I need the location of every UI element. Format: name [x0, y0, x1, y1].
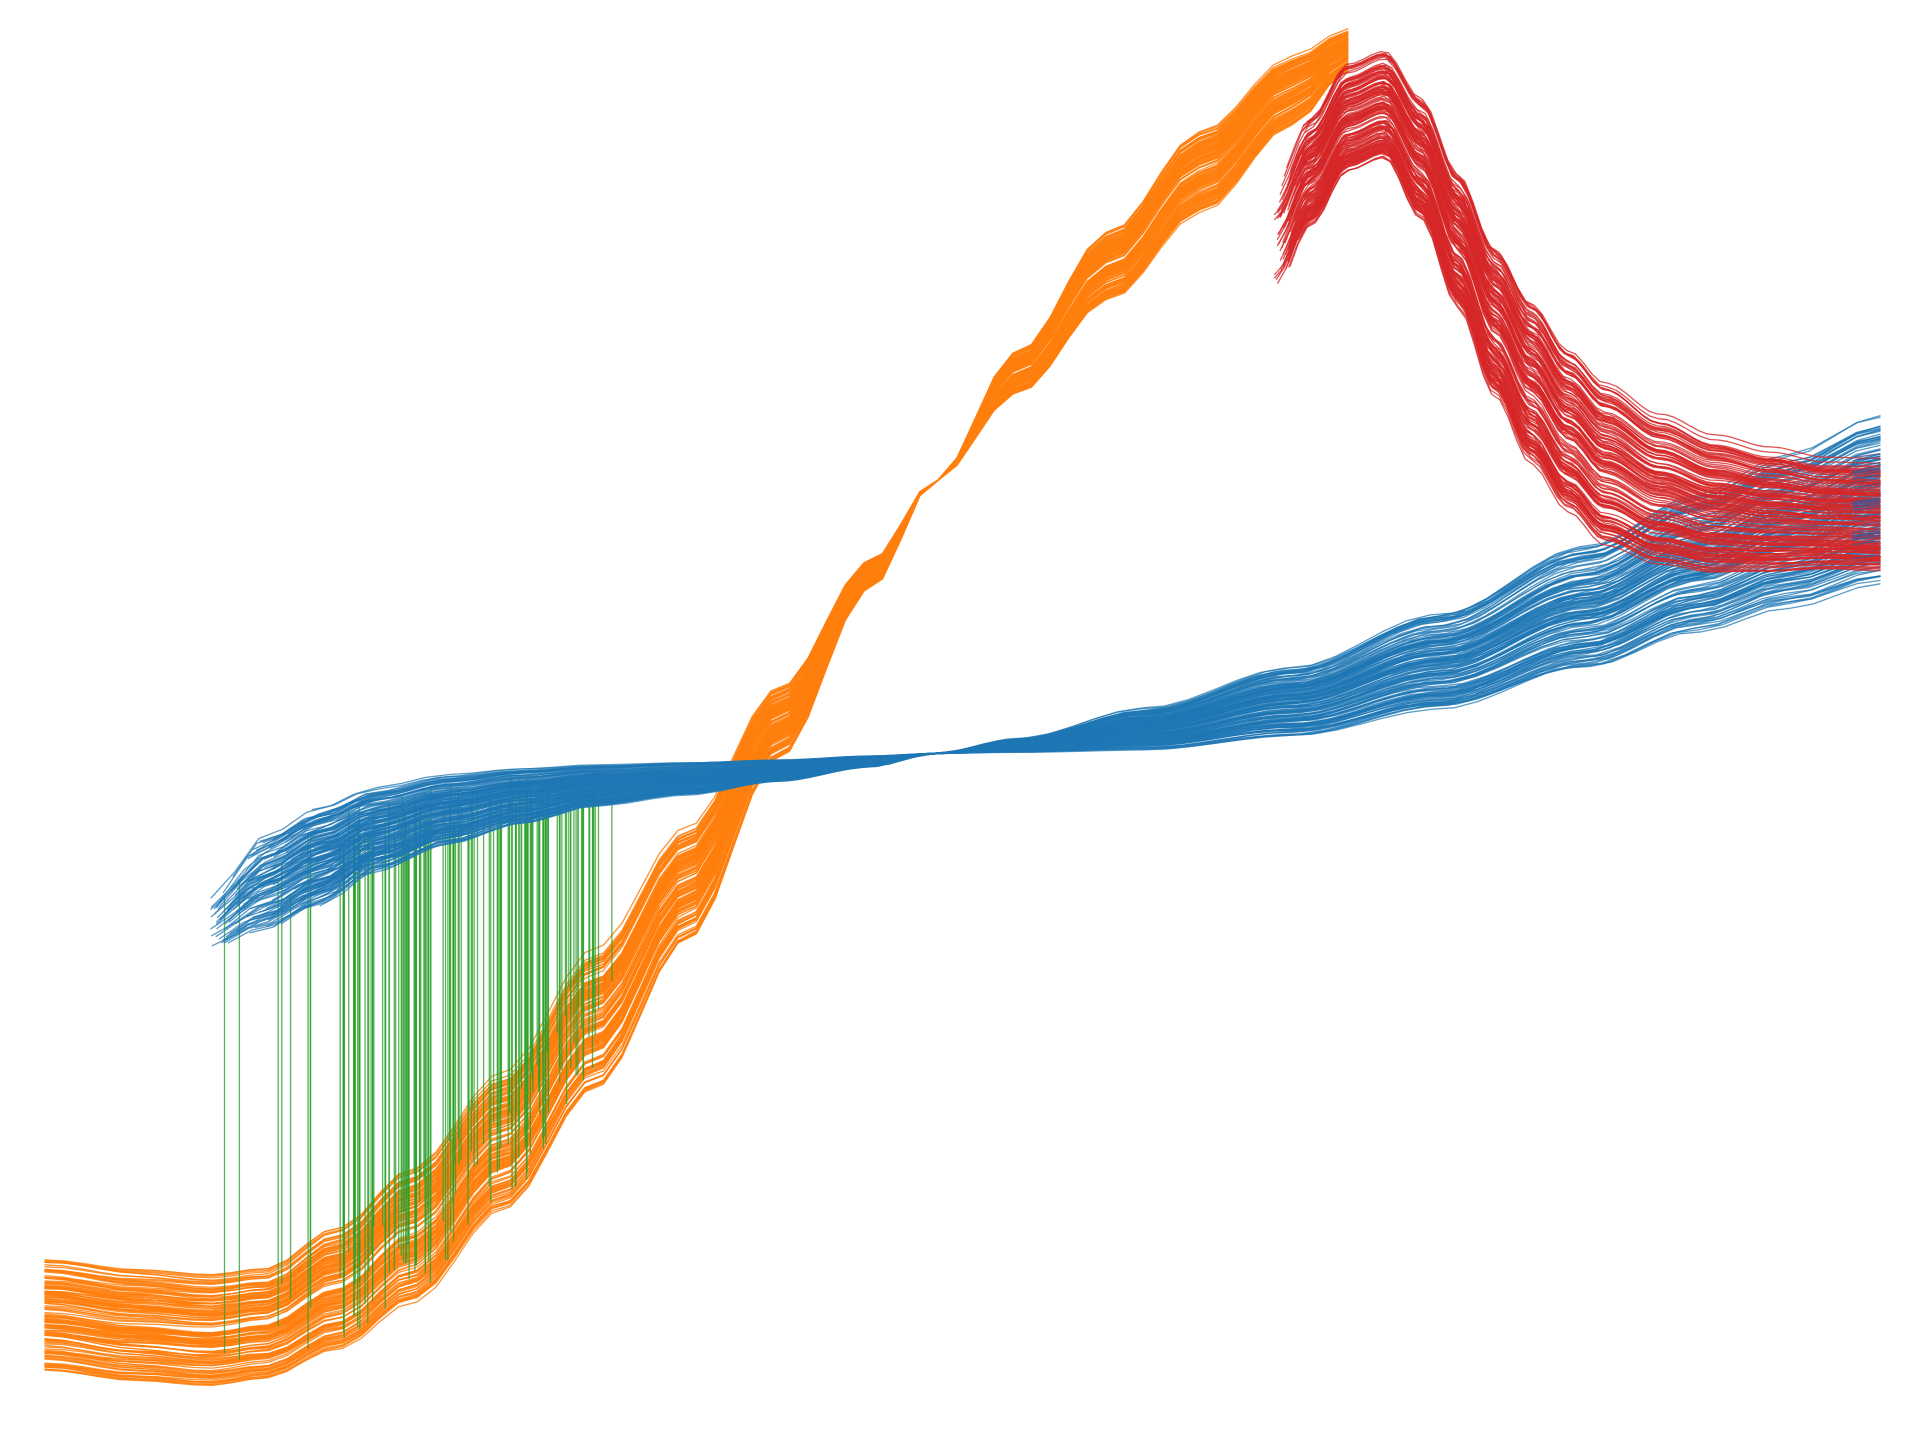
bundle-red-line [1300, 102, 1880, 506]
bundle-blue-line [218, 465, 1880, 908]
bundle-blue-line [215, 465, 1880, 914]
bundle-blue-line [228, 490, 1881, 909]
bundle-blue-line [319, 437, 1880, 819]
red-trace-bundle [1275, 52, 1881, 572]
bundle-orange-line [45, 33, 1348, 1289]
bundle-orange-line [45, 34, 1348, 1283]
bundle-red-line [1299, 148, 1880, 566]
